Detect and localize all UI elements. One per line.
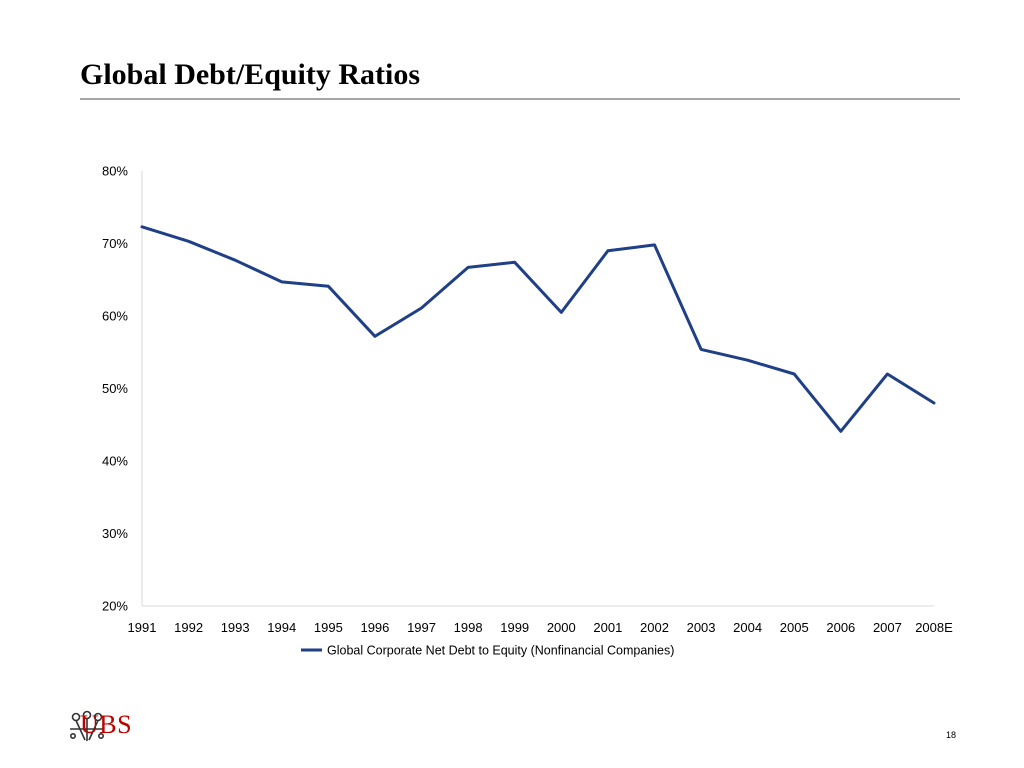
x-tick-label: 2007 <box>873 620 902 635</box>
data-point <box>513 261 516 264</box>
y-tick-label: 40% <box>102 454 128 469</box>
data-point <box>653 243 656 246</box>
x-tick-label: 2001 <box>593 620 622 635</box>
x-tick-label: 1997 <box>407 620 436 635</box>
x-axis: 1991 1992 1993 1994 1995 1996 1997 1998 1999 2000… <box>128 605 953 635</box>
data-point <box>327 285 330 288</box>
title-divider <box>80 98 960 100</box>
series-layer <box>140 225 936 433</box>
ubs-wordmark: UBS <box>80 710 133 739</box>
y-tick-label: 20% <box>102 599 128 614</box>
data-point <box>234 259 237 262</box>
data-point <box>933 402 936 405</box>
x-tick-label: 1992 <box>174 620 203 635</box>
y-tick-label: 70% <box>102 236 128 251</box>
series-line <box>140 225 936 433</box>
page-title: Global Debt/Equity Ratios <box>80 58 421 91</box>
data-point <box>560 311 563 314</box>
y-tick-label: 80% <box>102 164 128 179</box>
data-point <box>886 373 889 376</box>
data-point <box>141 225 144 228</box>
x-tick-label: 1994 <box>267 620 296 635</box>
data-point <box>420 307 423 310</box>
data-point <box>606 249 609 252</box>
y-tick-label: 50% <box>102 381 128 396</box>
data-point <box>187 240 190 243</box>
y-tick-label: 60% <box>102 309 128 324</box>
x-tick-label: 2000 <box>547 620 576 635</box>
data-point <box>373 335 376 338</box>
data-point <box>746 359 749 362</box>
data-point <box>467 266 470 269</box>
legend: Global Corporate Net Debt to Equity (Non… <box>301 644 674 658</box>
legend-label: Global Corporate Net Debt to Equity (Non… <box>327 644 674 658</box>
y-axis: 80% 70% 60% 50% 40% 30% 20% <box>102 164 143 614</box>
x-tick-label: 2008E <box>915 620 953 635</box>
x-tick-label: 1991 <box>128 620 157 635</box>
keys-emblem-icon <box>69 710 104 741</box>
page-number: 18 <box>945 730 956 740</box>
data-point <box>793 373 796 376</box>
x-tick-label: 1999 <box>500 620 529 635</box>
x-tick-label: 1993 <box>221 620 250 635</box>
debt-equity-line-chart: 80%70%60%50%40%30%20% 1991 1992 1993 1994 19… <box>102 164 953 658</box>
x-tick-label: 2003 <box>687 620 716 635</box>
data-point <box>839 430 842 433</box>
x-tick-label: 1995 <box>314 620 343 635</box>
x-tick-label: 2006 <box>826 620 855 635</box>
x-tick-label: 1998 <box>454 620 483 635</box>
data-point <box>700 348 703 351</box>
y-tick-label: 30% <box>102 526 128 541</box>
x-tick-label: 2005 <box>780 620 809 635</box>
x-tick-label: 1996 <box>360 620 389 635</box>
x-tick-label: 2002 <box>640 620 669 635</box>
x-tick-label: 2004 <box>733 620 762 635</box>
data-point <box>280 280 283 283</box>
